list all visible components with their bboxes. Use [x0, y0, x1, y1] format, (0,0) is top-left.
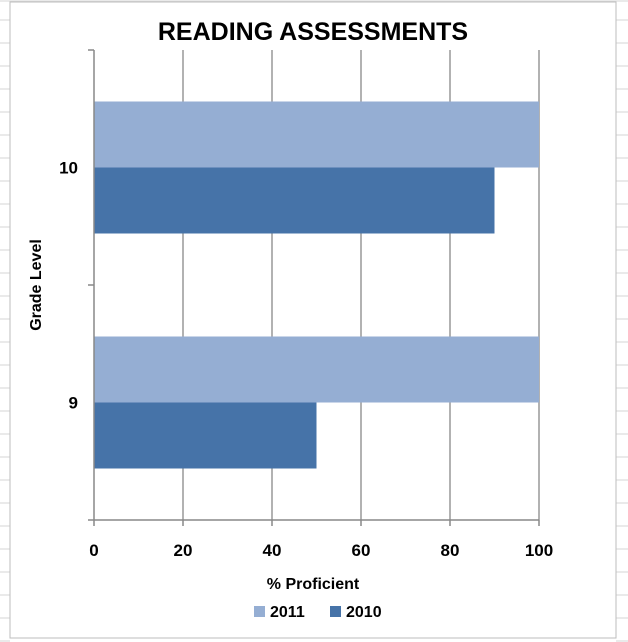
x-tick-label-60: 60	[352, 541, 371, 560]
x-axis-label: % Proficient	[267, 576, 360, 593]
y-axis-label: Grade Level	[28, 239, 45, 331]
x-tick-label-20: 20	[174, 541, 193, 560]
x-tick-label-80: 80	[441, 541, 460, 560]
y-tick-label-10: 10	[59, 159, 78, 178]
chart-title: READING ASSESSMENTS	[158, 18, 468, 46]
bars	[94, 101, 539, 469]
bar-grade-10-2011	[94, 101, 539, 168]
bar-grade-10-2010	[94, 167, 495, 234]
axes	[88, 49, 540, 526]
legend-label-2010: 2010	[346, 604, 382, 621]
bar-grade-9-2010	[94, 402, 317, 469]
x-tick-label-100: 100	[525, 541, 553, 560]
y-tick-labels: 10 9	[59, 159, 78, 413]
x-tick-label-40: 40	[263, 541, 282, 560]
legend: 2011 2010	[254, 604, 382, 621]
y-tick-label-9: 9	[69, 394, 78, 413]
x-tick-labels: 0 20 40 60 80 100	[89, 541, 553, 560]
legend-label-2011: 2011	[270, 604, 305, 621]
bar-grade-9-2011	[94, 336, 539, 403]
legend-swatch-2010	[330, 606, 341, 617]
legend-swatch-2011	[254, 606, 265, 617]
x-tick-label-0: 0	[89, 541, 98, 560]
